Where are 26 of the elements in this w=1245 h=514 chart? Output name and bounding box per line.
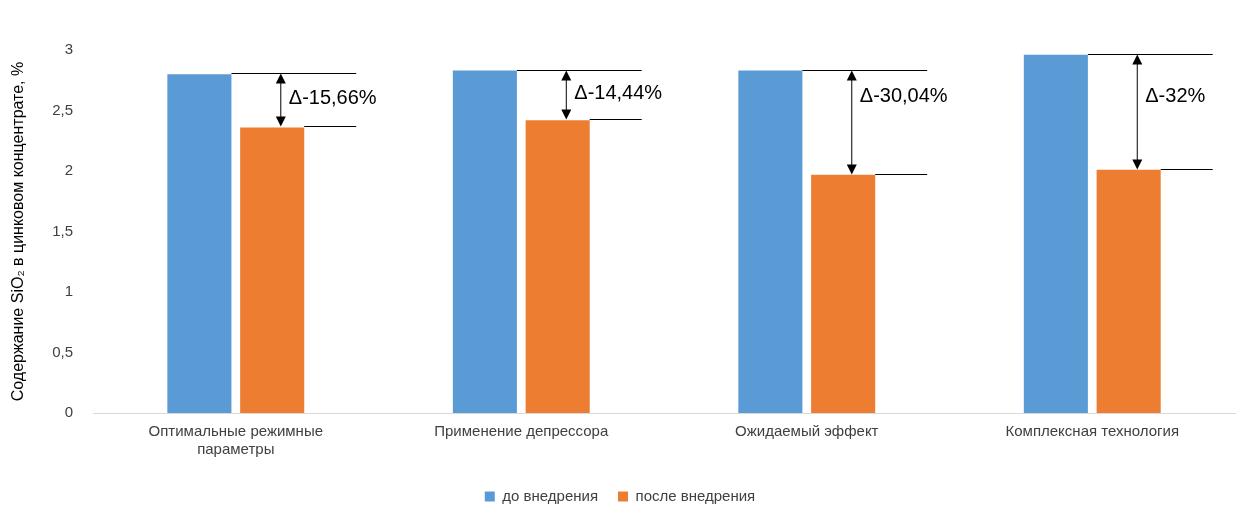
- y-axis-title: Содержание SiO₂ в цинковом концентрате, %: [9, 61, 27, 402]
- y-tick-label: 2,5: [52, 100, 74, 118]
- y-tick-label: 2: [64, 161, 74, 179]
- bar: [452, 70, 517, 413]
- x-tick-label: Ожидаемый эффект: [735, 422, 879, 440]
- bar: [525, 120, 590, 413]
- x-tick-label: Применение депрессора: [434, 422, 609, 440]
- y-tick-label: 3: [64, 40, 74, 58]
- y-tick-label: 1,5: [52, 221, 74, 239]
- bar: [167, 74, 232, 413]
- annotation: Δ-30,04%: [859, 83, 948, 106]
- bar: [1023, 54, 1088, 413]
- legend-label: до внедрения: [502, 486, 599, 504]
- legend-label: после внедрения: [635, 486, 756, 504]
- bar: [738, 70, 803, 413]
- bar: [811, 174, 876, 413]
- x-tick-label: Комплексная технология: [1005, 422, 1180, 440]
- x-tick-label: Оптимальные режимные параметры: [148, 422, 324, 458]
- bar: [240, 127, 305, 413]
- y-tick-label: 1: [64, 282, 74, 300]
- bar: [1096, 169, 1161, 413]
- y-tick-label: 0,5: [52, 342, 74, 360]
- annotation: Δ-32%: [1145, 83, 1206, 106]
- annotation: Δ-15,66%: [288, 86, 377, 109]
- annotation: Δ-14,44%: [574, 81, 663, 104]
- y-tick-label: 0: [64, 403, 74, 421]
